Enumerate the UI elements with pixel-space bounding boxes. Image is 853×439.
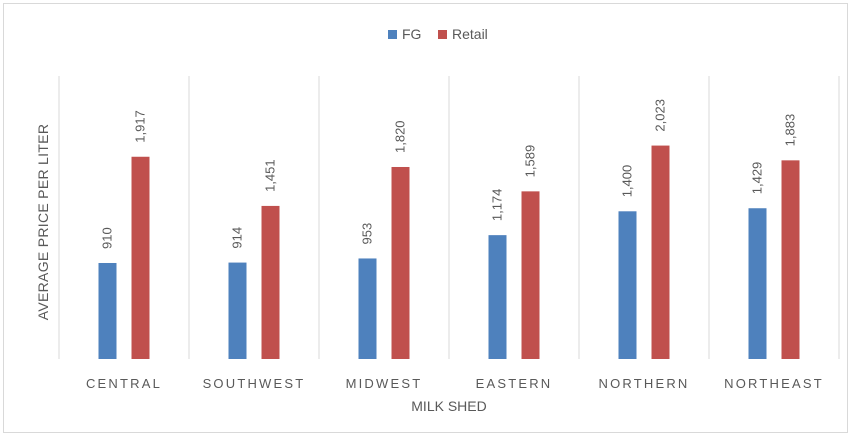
bar-retail-eastern [521,191,540,359]
bars [98,145,800,359]
x-tick-label-northern: NORTHERN [598,376,689,391]
legend-swatch-fg [388,30,397,39]
bar-retail-central [131,156,150,359]
bar-fg-southwest [228,262,247,359]
bar-retail-southwest [261,205,280,359]
bar-fg-midwest [358,258,377,359]
legend-swatch-retail [438,30,447,39]
value-label-retail-northern: 2,023 [653,99,668,132]
x-tick-label-central: CENTRAL [86,376,162,391]
value-label-fg-eastern: 1,174 [490,189,505,222]
legend-label-fg: FG [402,26,421,42]
value-label-fg-central: 910 [100,227,115,249]
value-label-fg-northeast: 1,429 [750,162,765,195]
value-labels: 910 1,917 914 1,451 953 1,820 1,174 1,589 1,400 2… [100,99,798,249]
legend-label-retail: Retail [452,26,488,42]
bar-chart: FG Retail 910 1,917 914 1,451 953 1,820 1,174 1,… [35,26,840,414]
bar-fg-northern [618,211,637,359]
value-label-retail-midwest: 1,820 [393,120,408,153]
bar-retail-northern [651,145,670,359]
x-tick-label-northeast: NORTHEAST [724,376,824,391]
value-label-fg-midwest: 953 [360,223,375,245]
legend: FG Retail [388,26,488,42]
y-axis-label: AVERAGE PRICE PER LITER [35,124,51,320]
value-label-fg-northern: 1,400 [620,165,635,198]
x-tick-label-eastern: EASTERN [476,376,553,391]
chart-frame: FG Retail 910 1,917 914 1,451 953 1,820 1,174 1,… [3,3,848,433]
value-label-retail-central: 1,917 [133,110,148,143]
bar-fg-central [98,262,117,359]
bar-fg-northeast [748,208,767,359]
x-tick-labels: CENTRAL SOUTHWEST MIDWEST EASTERN NORTHERN NO… [86,376,824,391]
bar-fg-eastern [488,235,507,359]
bar-retail-northeast [781,160,800,359]
category-separators [58,76,840,359]
value-label-fg-southwest: 914 [230,227,245,249]
bar-retail-midwest [391,166,410,359]
x-tick-label-midwest: MIDWEST [346,376,423,391]
x-axis-label: MILK SHED [411,398,486,414]
x-tick-label-southwest: SOUTHWEST [203,376,306,391]
value-label-retail-southwest: 1,451 [263,159,278,192]
value-label-retail-northeast: 1,883 [783,114,798,147]
value-label-retail-eastern: 1,589 [523,145,538,178]
